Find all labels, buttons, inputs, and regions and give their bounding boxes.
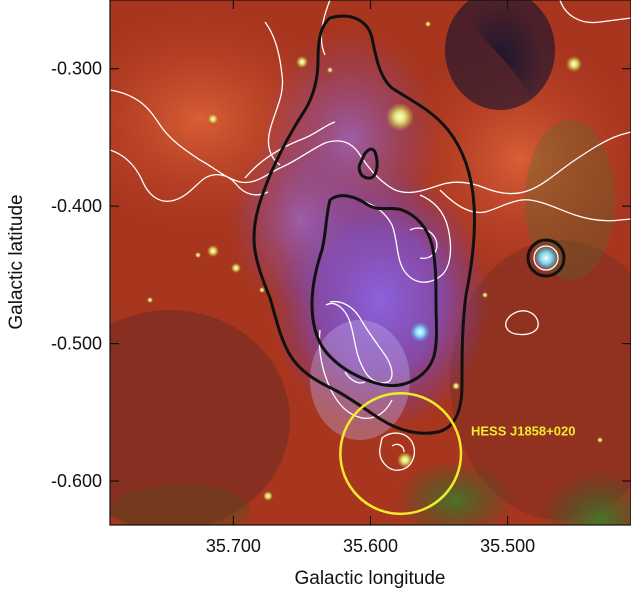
black-contours [252, 14, 477, 435]
x-axis-title: Galactic longitude [294, 568, 445, 589]
source-contour-rings [526, 238, 566, 278]
infrared-sky-image [110, 0, 631, 525]
hess-source-circle [339, 391, 463, 516]
hess-source-label: HESS J1858+020 [471, 424, 575, 439]
x-tick-label: 35.700 [206, 536, 261, 556]
x-tick-label: 35.600 [343, 536, 398, 556]
y-tick-label: -0.600 [51, 471, 102, 491]
y-tick-label: -0.300 [51, 59, 102, 79]
white-contours [110, 0, 631, 471]
y-axis-title: Galactic latitude [6, 194, 27, 329]
y-tick-label: -0.500 [51, 334, 102, 354]
x-axis-ticks: 35.700 35.600 35.500 [206, 0, 535, 556]
y-axis-ticks: -0.300 -0.400 -0.500 -0.600 [51, 59, 631, 491]
x-tick-label: 35.500 [480, 536, 535, 556]
y-tick-label: -0.400 [51, 196, 102, 216]
